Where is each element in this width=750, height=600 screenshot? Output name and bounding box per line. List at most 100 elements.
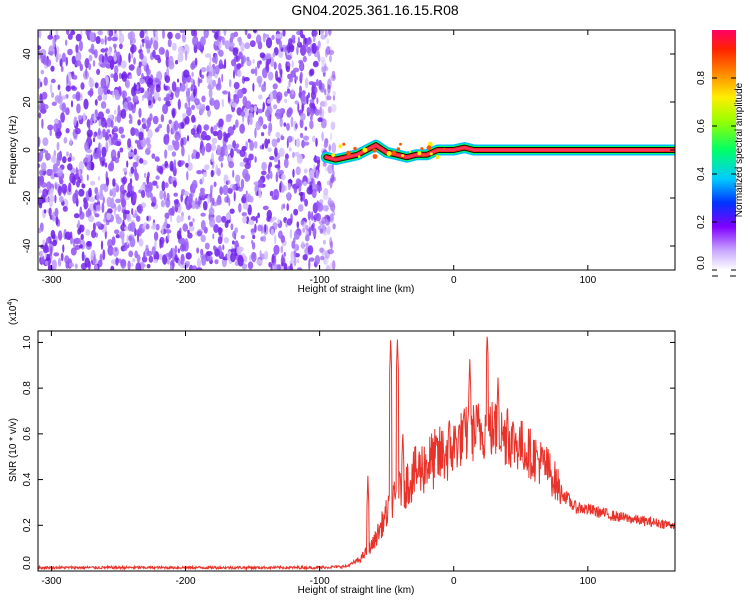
noise-speck xyxy=(181,145,185,157)
noise-speck xyxy=(141,190,146,198)
noise-speck xyxy=(302,135,309,140)
noise-speck xyxy=(119,43,123,50)
noise-speck xyxy=(322,239,326,245)
noise-speck xyxy=(89,31,95,43)
noise-speck xyxy=(327,248,334,255)
noise-speck xyxy=(222,184,229,196)
noise-speck xyxy=(134,250,138,259)
noise-speck xyxy=(201,176,205,183)
noise-speck xyxy=(72,193,78,204)
noise-speck xyxy=(101,202,105,213)
noise-speck xyxy=(156,184,159,189)
noise-speck xyxy=(115,234,121,239)
noise-speck xyxy=(201,254,207,266)
noise-speck xyxy=(192,35,199,47)
noise-speck xyxy=(255,34,262,45)
noise-speck xyxy=(324,217,328,225)
noise-speck xyxy=(296,153,303,164)
noise-speck xyxy=(304,126,308,131)
noise-speck xyxy=(284,153,289,160)
noise-speck xyxy=(159,240,164,248)
noise-speck xyxy=(210,202,213,214)
noise-speck xyxy=(174,87,180,98)
noise-speck xyxy=(213,181,217,188)
noise-speck xyxy=(101,146,107,158)
noise-speck xyxy=(218,49,224,57)
noise-speck xyxy=(282,30,286,37)
noise-speck xyxy=(257,224,263,232)
noise-speck xyxy=(172,180,177,188)
noise-speck xyxy=(244,30,248,36)
noise-speck xyxy=(154,54,161,61)
noise-speck xyxy=(97,111,104,120)
noise-speck xyxy=(314,155,317,163)
signal-blob xyxy=(386,151,392,156)
noise-speck xyxy=(128,52,131,63)
noise-speck xyxy=(102,128,106,138)
noise-speck xyxy=(194,57,198,66)
noise-speck xyxy=(183,191,190,196)
noise-speck xyxy=(44,252,47,258)
noise-speck xyxy=(48,189,54,198)
noise-speck xyxy=(286,203,290,212)
noise-speck xyxy=(251,239,254,245)
noise-speck xyxy=(286,88,291,94)
noise-speck xyxy=(189,221,193,227)
noise-speck xyxy=(180,193,183,203)
noise-speck xyxy=(72,74,78,80)
noise-speck xyxy=(180,214,184,222)
noise-speck xyxy=(174,245,178,254)
noise-speck xyxy=(60,112,65,123)
noise-speck xyxy=(104,35,107,46)
noise-speck xyxy=(158,123,163,129)
noise-speck xyxy=(46,181,52,191)
noise-speck xyxy=(127,260,131,270)
noise-speck xyxy=(320,118,327,129)
noise-speck xyxy=(119,184,125,194)
noise-speck xyxy=(247,204,252,216)
noise-speck xyxy=(54,194,57,204)
noise-speck xyxy=(153,259,159,264)
noise-speck xyxy=(279,182,282,193)
noise-speck xyxy=(181,33,187,43)
noise-speck xyxy=(332,90,337,97)
noise-speck xyxy=(117,54,120,66)
noise-speck xyxy=(128,64,135,71)
noise-speck xyxy=(232,47,239,56)
noise-speck xyxy=(322,162,327,167)
noise-speck xyxy=(126,234,129,246)
noise-speck xyxy=(172,108,176,119)
signal-blob xyxy=(346,150,351,156)
noise-speck xyxy=(223,237,229,244)
noise-speck xyxy=(195,197,198,207)
noise-speck xyxy=(111,36,118,42)
noise-speck xyxy=(275,131,281,138)
noise-speck xyxy=(102,249,106,261)
noise-speck xyxy=(125,79,130,89)
noise-speck xyxy=(271,138,278,148)
noise-speck xyxy=(217,35,223,41)
noise-speck xyxy=(315,169,319,180)
noise-speck xyxy=(327,84,331,94)
noise-speck xyxy=(200,67,207,73)
noise-speck xyxy=(143,172,147,178)
noise-speck xyxy=(284,185,287,192)
noise-speck xyxy=(286,123,290,131)
noise-speck xyxy=(113,72,119,83)
noise-speck xyxy=(86,174,89,181)
noise-speck xyxy=(78,160,84,172)
noise-speck xyxy=(107,55,114,64)
noise-speck xyxy=(322,204,329,212)
noise-speck xyxy=(265,60,269,71)
noise-speck xyxy=(154,78,160,83)
noise-speck xyxy=(167,144,174,151)
noise-speck xyxy=(101,160,105,166)
noise-speck xyxy=(185,82,188,92)
noise-speck xyxy=(199,187,205,193)
noise-speck xyxy=(182,223,188,232)
noise-speck xyxy=(86,240,92,247)
x-tick-label: -300 xyxy=(41,576,61,587)
noise-speck xyxy=(45,150,49,160)
noise-speck xyxy=(90,43,95,55)
y-tick-label: 0.6 xyxy=(22,426,33,440)
